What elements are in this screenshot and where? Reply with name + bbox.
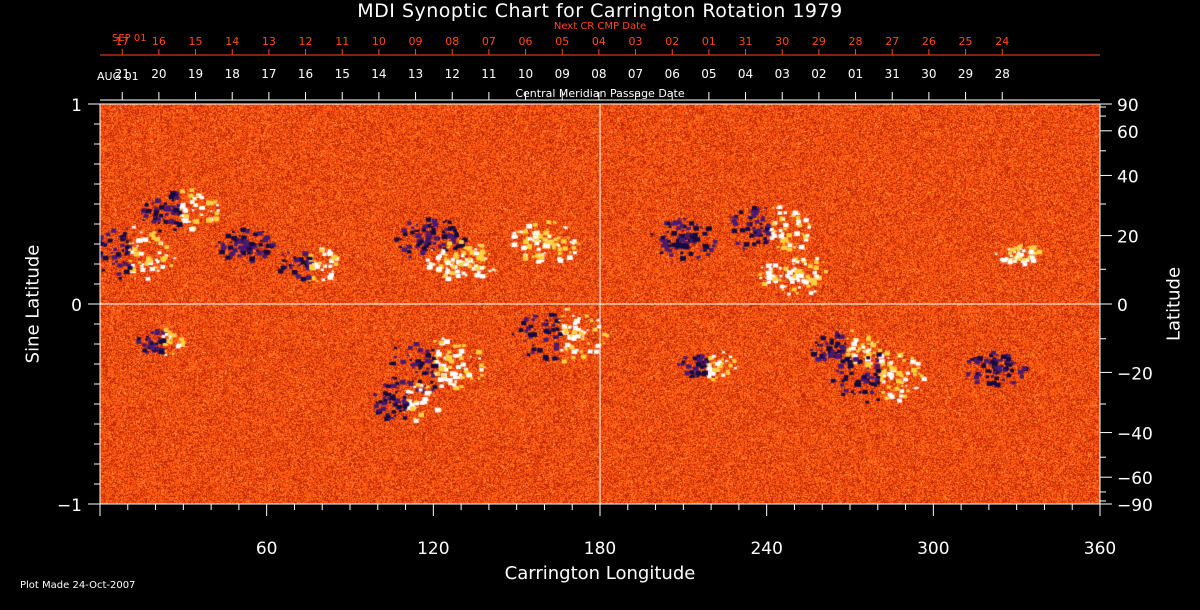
y-tick-label-right: 60 bbox=[1117, 123, 1139, 143]
cmp-date-label: 10 bbox=[518, 67, 533, 81]
next-cr-month-label: SEP 01 bbox=[112, 33, 147, 44]
y-tick-label-right: 20 bbox=[1117, 228, 1139, 248]
cmp-caption: Central Meridian Passage Date bbox=[515, 87, 685, 100]
plot-made-note: Plot Made 24-Oct-2007 bbox=[20, 580, 136, 591]
next-cr-date-label: 06 bbox=[519, 35, 533, 48]
next-cr-date-label: 24 bbox=[995, 35, 1009, 48]
cmp-date-label: 05 bbox=[701, 67, 716, 81]
cmp-date-label: 17 bbox=[261, 67, 276, 81]
next-cr-date-label: 12 bbox=[299, 35, 313, 48]
next-cr-date-label: 15 bbox=[189, 35, 203, 48]
cmp-date-label: 04 bbox=[738, 67, 753, 81]
y-tick-label-left: −1 bbox=[57, 496, 82, 516]
next-cr-date-label: 16 bbox=[152, 35, 166, 48]
next-cr-date-label: 13 bbox=[262, 35, 276, 48]
cmp-date-label: 14 bbox=[371, 67, 386, 81]
cmp-date-label: 01 bbox=[848, 67, 863, 81]
cmp-date-label: 07 bbox=[628, 67, 643, 81]
y-tick-label-right: −40 bbox=[1117, 425, 1153, 445]
next-cr-date-label: 05 bbox=[555, 35, 569, 48]
cmp-date-label: 06 bbox=[665, 67, 680, 81]
cmp-date-label: 03 bbox=[775, 67, 790, 81]
y-tick-label-left: 0 bbox=[71, 296, 82, 316]
next-cr-date-label: 28 bbox=[849, 35, 863, 48]
next-cr-date-label: 01 bbox=[702, 35, 716, 48]
x-tick-label-240: 240 bbox=[750, 539, 782, 559]
cmp-date-label: 02 bbox=[811, 67, 826, 81]
y-tick-label-right: −90 bbox=[1117, 496, 1153, 516]
x-tick-label-360: 360 bbox=[1084, 539, 1116, 559]
next-cr-date-label: 14 bbox=[225, 35, 239, 48]
x-tick-label-60: 60 bbox=[256, 539, 278, 559]
cmp-date-label: 09 bbox=[555, 67, 570, 81]
cmp-date-label: 31 bbox=[885, 67, 900, 81]
next-cr-date-label: 30 bbox=[775, 35, 789, 48]
next-cr-date-label: 08 bbox=[445, 35, 459, 48]
next-cr-date-label: 10 bbox=[372, 35, 386, 48]
next-cr-date-label: 09 bbox=[409, 35, 423, 48]
cmp-date-label: 08 bbox=[591, 67, 606, 81]
y-tick-label-right: −20 bbox=[1117, 364, 1153, 384]
cmp-date-label: 29 bbox=[958, 67, 973, 81]
cmp-date-label: 28 bbox=[995, 67, 1010, 81]
cmp-month-label: AUG 01 bbox=[97, 70, 139, 83]
next-cr-date-label: 11 bbox=[335, 35, 349, 48]
next-cr-cmp-caption: Next CR CMP Date bbox=[553, 21, 647, 32]
next-cr-date-label: 31 bbox=[739, 35, 753, 48]
cmp-date-label: 11 bbox=[481, 67, 496, 81]
chart-title: MDI Synoptic Chart for Carrington Rotati… bbox=[357, 0, 843, 22]
x-tick-label-120: 120 bbox=[417, 539, 449, 559]
x-tick-label-180: 180 bbox=[584, 539, 616, 559]
y-tick-label-right: 0 bbox=[1117, 296, 1128, 316]
next-cr-date-label: 26 bbox=[922, 35, 936, 48]
x-axis-label: Carrington Longitude bbox=[504, 563, 696, 584]
cmp-date-label: 30 bbox=[921, 67, 936, 81]
y-tick-label-right: 40 bbox=[1117, 167, 1139, 187]
cmp-date-label: 16 bbox=[298, 67, 313, 81]
y-tick-label-left: 1 bbox=[71, 96, 82, 116]
next-cr-date-label: 29 bbox=[812, 35, 826, 48]
next-cr-date-label: 25 bbox=[959, 35, 973, 48]
cmp-date-label: 13 bbox=[408, 67, 423, 81]
y-tick-label-right: 90 bbox=[1117, 96, 1139, 116]
cmp-date-label: 12 bbox=[445, 67, 460, 81]
next-cr-date-label: 27 bbox=[885, 35, 899, 48]
y-tick-label-right: −60 bbox=[1117, 469, 1153, 489]
cmp-date-label: 18 bbox=[225, 67, 240, 81]
next-cr-date-label: 17 bbox=[115, 35, 129, 48]
cmp-date-label: 20 bbox=[151, 67, 166, 81]
next-cr-date-label: 03 bbox=[629, 35, 643, 48]
next-cr-date-label: 02 bbox=[665, 35, 679, 48]
x-tick-label-300: 300 bbox=[917, 539, 949, 559]
next-cr-date-label: 07 bbox=[482, 35, 496, 48]
cmp-date-label: 21 bbox=[115, 67, 130, 81]
cmp-date-label: 15 bbox=[335, 67, 350, 81]
next-cr-date-label: 04 bbox=[592, 35, 606, 48]
cmp-date-label: 19 bbox=[188, 67, 203, 81]
